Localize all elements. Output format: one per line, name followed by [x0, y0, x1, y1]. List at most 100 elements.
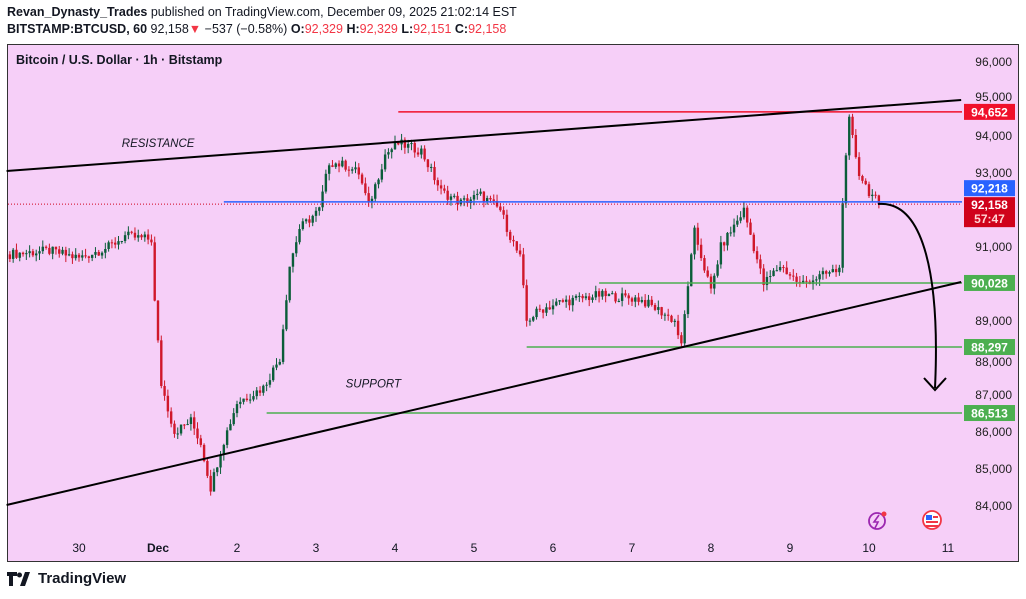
candle-body — [548, 307, 551, 310]
candle-body — [782, 267, 785, 269]
candle-body — [90, 254, 94, 258]
candle-body — [693, 227, 696, 255]
candle-body — [51, 246, 54, 254]
candle-body — [545, 307, 548, 313]
candle-body — [617, 300, 621, 302]
us-flag-event-icon[interactable] — [922, 510, 942, 530]
last-price-label-bg — [964, 197, 1015, 228]
candle-body — [179, 424, 183, 434]
candle-body — [676, 320, 680, 336]
candle-body — [232, 413, 235, 425]
lightning-icon — [872, 514, 880, 529]
candle-body — [54, 246, 58, 250]
candle-body — [137, 235, 140, 238]
candle-body — [390, 149, 393, 153]
candle-body — [318, 207, 321, 211]
candle-body — [433, 166, 436, 181]
candle-body — [357, 167, 360, 175]
x-tick-label: 8 — [708, 541, 715, 555]
candle-body — [512, 239, 515, 242]
candle-body — [778, 267, 782, 271]
candle-body — [620, 293, 624, 301]
candle-body — [393, 142, 397, 150]
candle-body — [439, 185, 443, 189]
candle-body — [377, 179, 380, 185]
candle-body — [746, 207, 749, 223]
candle-body — [479, 191, 482, 194]
publish-text: published on TradingView.com, December 0… — [150, 5, 517, 19]
candle-body — [476, 193, 479, 196]
candle-body — [245, 398, 249, 400]
candle-body — [588, 296, 591, 301]
candle-body — [406, 144, 410, 148]
candle-body — [370, 198, 374, 203]
candle-body — [446, 190, 449, 200]
candle-body — [801, 280, 805, 283]
candle-body — [193, 417, 196, 429]
y-tick-label: 93,000 — [975, 166, 1012, 180]
candle-body — [146, 234, 150, 240]
candle-body — [601, 290, 604, 297]
candle-body — [643, 300, 647, 307]
resistance-trendline — [6, 99, 962, 172]
candle-body — [627, 295, 630, 299]
candle-body — [538, 308, 542, 310]
candle-body — [38, 251, 41, 254]
candle-body — [755, 251, 759, 260]
symbol-info: BITSTAMP:BTCUSD, 60 92,158▼ −537 (−0.58%… — [7, 22, 506, 36]
candle-body — [462, 198, 466, 200]
candle-body — [416, 152, 420, 155]
candle-body — [647, 299, 650, 307]
candle-body — [160, 340, 163, 386]
candle-body — [489, 197, 492, 200]
candle-body — [133, 232, 137, 238]
candle-body — [25, 253, 28, 255]
level-label-bg — [964, 339, 1015, 356]
candle-body — [574, 295, 578, 298]
last-price: 92,158 — [150, 22, 189, 36]
candle-body — [759, 259, 762, 269]
candle-body — [877, 195, 881, 205]
flag-stripe — [926, 521, 938, 523]
candle-body — [499, 206, 502, 211]
level-label-2: 90,028 — [971, 276, 1008, 290]
candle-body — [515, 241, 518, 251]
candle-body — [206, 461, 209, 476]
candle-body — [624, 293, 627, 296]
candle-body — [18, 252, 21, 258]
x-tick-label: 10 — [862, 541, 876, 555]
candle-body — [686, 286, 690, 315]
candle-body — [183, 424, 186, 426]
candle-body — [551, 305, 555, 310]
high-label: H: — [346, 22, 360, 36]
candle-body — [541, 309, 545, 313]
flag-stripe — [933, 516, 938, 518]
x-tick-label: 4 — [392, 541, 399, 555]
candle-body — [775, 270, 779, 272]
candle-body — [169, 411, 173, 424]
candle-body — [857, 157, 861, 177]
candle-body — [173, 423, 176, 434]
candle-body — [558, 300, 561, 302]
last-price-label: 92,158 — [971, 198, 1008, 212]
candle-body — [732, 224, 736, 233]
candle-body — [821, 271, 825, 275]
candle-body — [285, 300, 288, 330]
ideas-event-icon[interactable] — [868, 511, 887, 530]
candle-body — [186, 424, 189, 426]
low-label: L: — [401, 22, 414, 36]
candle-body — [344, 160, 347, 170]
x-tick-label: 7 — [629, 541, 636, 555]
low-value: 92,151 — [413, 22, 452, 36]
level-label-bg — [964, 103, 1015, 120]
candle-body — [683, 314, 686, 344]
candle-body — [225, 430, 229, 445]
candle-body — [762, 268, 765, 286]
candle-body — [239, 401, 242, 405]
level-label-1: 92,218 — [971, 182, 1008, 196]
tradingview-logo[interactable]: TradingView — [7, 570, 126, 587]
candle-body — [176, 433, 179, 435]
candle-body — [485, 197, 489, 202]
author[interactable]: Revan_Dynasty_Trades — [7, 5, 148, 19]
